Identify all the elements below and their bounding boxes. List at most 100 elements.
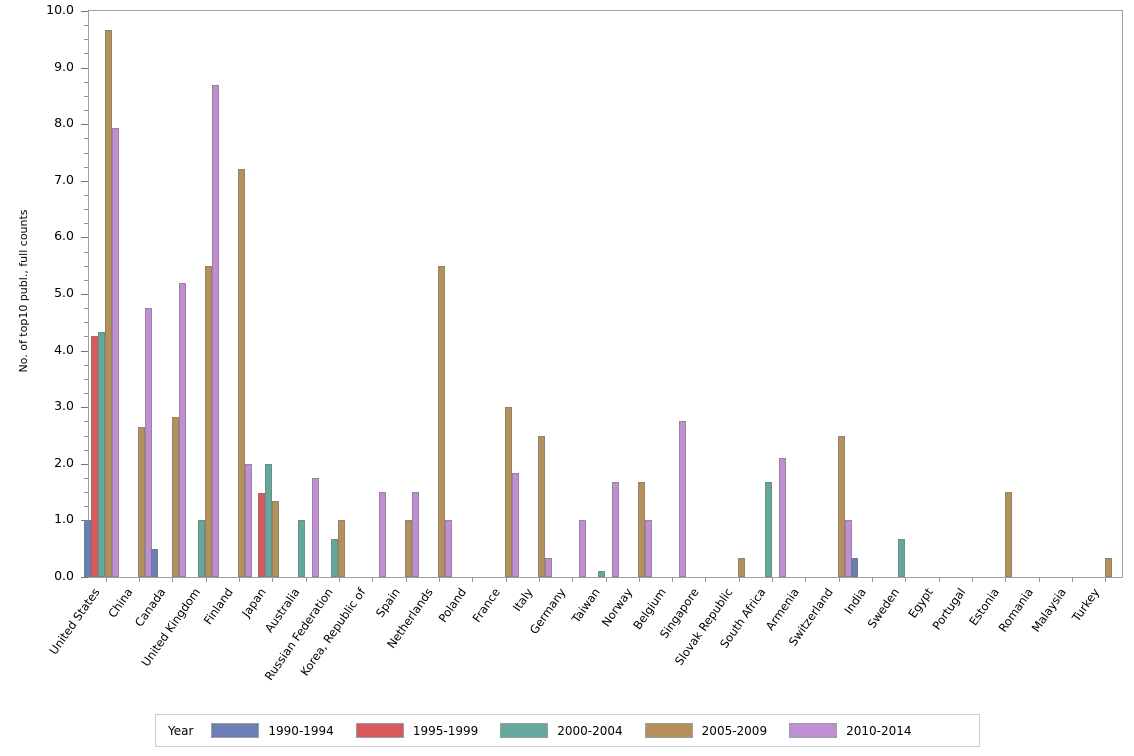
y-axis-minor-tick — [84, 251, 88, 253]
bar — [238, 169, 246, 577]
y-axis-minor-tick — [84, 110, 88, 112]
y-axis-minor-tick — [84, 138, 88, 140]
x-axis-tick — [372, 578, 374, 582]
y-axis-minor-tick — [84, 336, 88, 338]
y-axis-tick-label: 4.0 — [54, 341, 74, 357]
x-axis-tick-label: Korea, Republic of — [297, 585, 369, 679]
x-axis-tick-label: Estonia — [966, 585, 1003, 629]
bar — [378, 492, 386, 577]
x-axis-tick — [1105, 578, 1107, 582]
bar — [245, 463, 253, 577]
bar — [838, 435, 846, 577]
y-axis-tick-label: 6.0 — [54, 228, 74, 244]
y-axis-tick-label: 9.0 — [54, 58, 74, 74]
x-axis-tick — [605, 578, 607, 582]
legend-item[interactable]: 1990-1994 — [211, 723, 334, 738]
x-axis-tick — [172, 578, 174, 582]
legend-item[interactable]: 1995-1999 — [355, 723, 478, 738]
bar — [112, 128, 120, 577]
bar — [84, 520, 92, 577]
legend-swatch — [789, 723, 838, 738]
y-axis-minor-tick — [84, 25, 88, 27]
x-axis-tick — [138, 578, 140, 582]
x-axis-tick — [438, 578, 440, 582]
bar — [271, 500, 279, 577]
y-axis-tick-label: 8.0 — [54, 115, 74, 131]
x-axis-tick-label: Italy — [509, 585, 536, 614]
bar — [738, 558, 746, 577]
y-axis-tick — [81, 237, 88, 239]
bar — [338, 520, 346, 577]
legend-item[interactable]: 2000-2004 — [500, 723, 623, 738]
legend-swatch — [355, 723, 404, 738]
x-axis-tick-label: Egypt — [905, 585, 936, 621]
bar — [312, 477, 320, 577]
x-axis-tick-label: France — [469, 585, 503, 625]
y-axis-minor-tick — [84, 279, 88, 281]
x-axis-tick — [305, 578, 307, 582]
y-axis-tick-label: 3.0 — [54, 398, 74, 414]
bar — [150, 548, 158, 577]
x-axis-tick — [738, 578, 740, 582]
y-axis-minor-tick — [84, 265, 88, 267]
bar — [98, 331, 106, 577]
x-axis-tick-label: Canada — [132, 585, 169, 630]
legend-items: 1990-1994 1995-1999 2000-2004 2005-2009 2010… — [211, 723, 933, 738]
y-axis-minor-tick — [84, 194, 88, 196]
bar — [171, 417, 179, 577]
legend-swatch — [644, 723, 693, 738]
y-axis-tick-label: 2.0 — [54, 454, 74, 470]
x-axis-tick — [405, 578, 407, 582]
y-axis-minor-tick — [84, 421, 88, 423]
bar — [145, 308, 153, 577]
bar — [545, 558, 553, 577]
bar — [1104, 558, 1112, 577]
bar — [598, 571, 605, 577]
bar — [778, 458, 786, 577]
bar — [645, 520, 653, 577]
bar — [538, 435, 546, 577]
bar — [512, 473, 520, 577]
bar — [138, 427, 146, 577]
legend-swatch — [211, 723, 260, 738]
bar — [638, 482, 646, 577]
x-axis-tick-label: India — [841, 585, 869, 617]
x-axis-tick — [1072, 578, 1074, 582]
legend-label: 1990-1994 — [268, 723, 334, 738]
x-axis-tick — [205, 578, 207, 582]
x-axis-tick — [805, 578, 807, 582]
legend-label: 2010-2014 — [846, 723, 912, 738]
bar — [91, 336, 99, 577]
x-axis-tick-label: Poland — [435, 585, 470, 625]
bar — [845, 520, 853, 577]
y-axis-tick — [81, 463, 88, 465]
x-axis-tick-label: Sweden — [864, 585, 903, 631]
bar — [212, 84, 220, 577]
y-axis-tick — [81, 67, 88, 69]
x-axis-tick — [238, 578, 240, 582]
bar — [412, 492, 420, 577]
bar — [205, 265, 213, 577]
y-axis-tick — [81, 294, 88, 295]
x-axis-tick — [672, 578, 674, 582]
x-axis-tick — [538, 578, 540, 582]
bar — [1004, 492, 1012, 577]
legend-item[interactable]: 2010-2014 — [789, 723, 912, 738]
y-axis-minor-tick — [84, 449, 88, 451]
x-axis-tick — [472, 578, 474, 582]
x-axis-tick — [638, 578, 640, 582]
y-axis-minor-tick — [84, 223, 88, 225]
y-axis-minor-tick — [84, 81, 88, 83]
x-axis-tick — [505, 578, 507, 582]
y-axis-tick — [81, 407, 88, 409]
x-axis-tick — [1038, 578, 1040, 582]
y-axis-minor-tick — [84, 378, 88, 380]
x-axis-tick-label: Norway — [598, 585, 636, 630]
y-axis-tick-label: 5.0 — [54, 285, 74, 300]
bar — [405, 520, 413, 577]
bar — [612, 482, 619, 577]
y-axis-tick — [81, 350, 88, 352]
x-axis-tick — [938, 578, 940, 582]
legend-item[interactable]: 2005-2009 — [644, 723, 767, 738]
